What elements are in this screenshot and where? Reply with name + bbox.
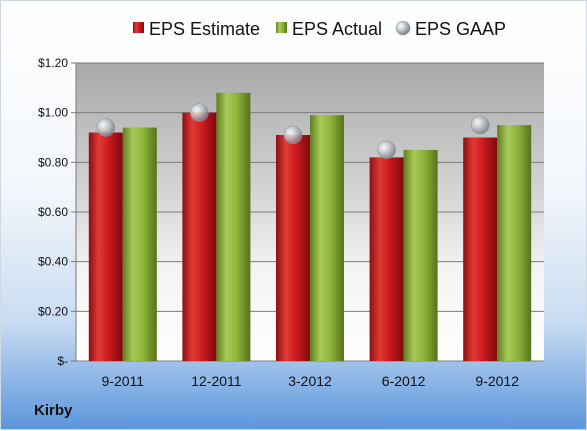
x-tick-label: 9-2012 <box>475 373 519 389</box>
gaap-marker <box>377 140 396 160</box>
bar-eps-actual <box>310 115 344 362</box>
gaap-markers <box>96 103 490 160</box>
gaap-marker <box>470 115 490 135</box>
x-tick-label: 3-2012 <box>288 373 332 389</box>
legend-label-actual: EPS Actual <box>292 19 382 39</box>
bars <box>88 92 532 362</box>
bar-eps-estimate <box>369 157 404 361</box>
y-tick-label: $0.40 <box>38 255 68 269</box>
legend: EPS Estimate EPS Actual EPS GAAP <box>133 19 506 39</box>
bar-eps-estimate <box>276 135 310 361</box>
y-tick-label: $0.60 <box>38 205 68 219</box>
x-tick-label: 6-2012 <box>382 373 426 389</box>
legend-swatch-estimate <box>133 22 144 33</box>
legend-swatch-actual <box>276 22 287 33</box>
legend-label-estimate: EPS Estimate <box>149 19 260 39</box>
y-tick-label: $0.80 <box>38 155 68 169</box>
legend-label-gaap: EPS GAAP <box>415 19 506 39</box>
y-tick-label: $1.20 <box>38 56 68 70</box>
legend-marker-gaap <box>395 20 411 36</box>
bar-eps-actual <box>403 149 438 361</box>
bar-eps-actual <box>122 127 157 361</box>
y-tick-label: $0.20 <box>38 304 68 318</box>
bar-eps-estimate <box>88 132 123 361</box>
gaap-marker <box>190 103 209 122</box>
y-axis-ticks: $- $0.20 $0.40 $0.60 $0.80 $1.00 $1.20 <box>38 56 76 368</box>
bar-eps-estimate <box>463 137 498 361</box>
gaap-marker <box>283 125 303 145</box>
bar-eps-actual <box>497 125 532 361</box>
company-name: Kirby <box>34 402 73 419</box>
bar-eps-estimate <box>182 112 217 362</box>
x-tick-label: 12-2011 <box>191 373 242 389</box>
x-axis-labels: 9-2011 12-2011 3-2012 6-2012 9-2012 <box>102 373 520 389</box>
x-tick-label: 9-2011 <box>102 373 145 389</box>
y-tick-label: $- <box>57 354 68 368</box>
gaap-marker <box>96 118 116 137</box>
bar-eps-actual <box>216 92 251 362</box>
y-tick-label: $1.00 <box>38 106 68 120</box>
